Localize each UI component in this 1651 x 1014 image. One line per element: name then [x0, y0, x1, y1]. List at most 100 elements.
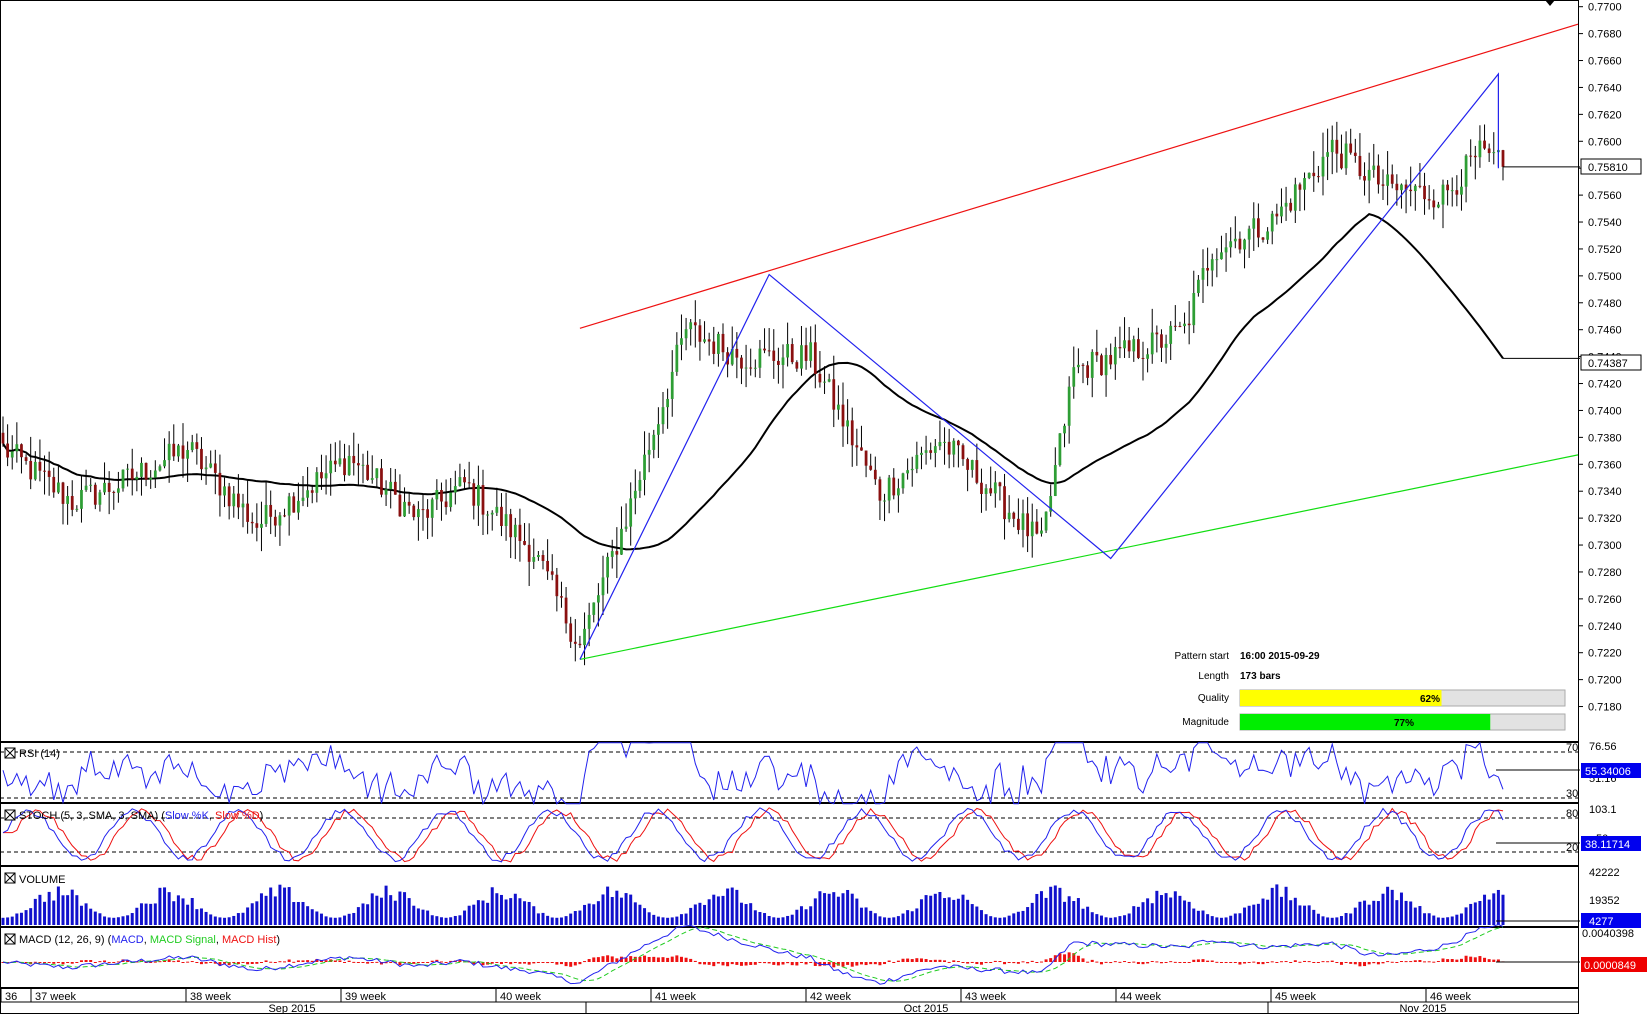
- candle: [804, 327, 808, 370]
- candle: [232, 485, 236, 518]
- rsi-tick-high: 76.56: [1589, 741, 1617, 753]
- volume-bar: [343, 915, 347, 925]
- volume-bar: [873, 913, 877, 925]
- candle: [1, 416, 5, 447]
- candle-body: [1483, 140, 1486, 149]
- candle-body: [223, 486, 226, 496]
- candle: [1413, 184, 1417, 211]
- volume-bar: [1183, 900, 1187, 925]
- macd-hist-bar: [670, 956, 674, 962]
- volume-bar: [739, 902, 743, 925]
- candle: [246, 480, 249, 534]
- volume-bar: [209, 914, 213, 925]
- candle: [1344, 131, 1348, 175]
- macd-line: [2, 923, 1504, 985]
- candle-body: [237, 493, 240, 508]
- macd-hist-bar: [195, 962, 199, 963]
- macd-hist-bar: [919, 958, 923, 962]
- candle-body: [1464, 155, 1468, 187]
- candle: [860, 425, 863, 451]
- candle-body: [1409, 189, 1413, 192]
- candle: [1317, 165, 1320, 183]
- magnitude-bar-fill: [1240, 714, 1491, 730]
- macd-hist-bar: [103, 960, 107, 962]
- volume-bar: [1058, 887, 1062, 925]
- candle: [158, 464, 162, 472]
- marker-icon: [1545, 0, 1555, 6]
- volume-bar: [1298, 905, 1302, 925]
- candle: [961, 443, 965, 466]
- candle-body: [749, 367, 753, 369]
- volume-bar: [1256, 903, 1260, 925]
- macd-hist-bar: [347, 960, 351, 962]
- candle: [993, 471, 997, 508]
- week-label: 40 week: [500, 991, 541, 1003]
- volume-bar: [398, 891, 402, 925]
- candle: [126, 463, 129, 487]
- candle-body: [1146, 354, 1149, 359]
- volume-bar: [1487, 899, 1491, 925]
- candle: [573, 619, 577, 662]
- candle-body: [1206, 268, 1209, 271]
- macd-hist-bar: [638, 956, 642, 962]
- macd-hist-bar: [1049, 958, 1053, 962]
- candle-body: [957, 440, 960, 446]
- candle-body: [717, 333, 720, 354]
- macd-hist-bar: [366, 962, 370, 964]
- candle-body: [878, 479, 882, 501]
- candle-body: [823, 381, 826, 383]
- candle-body: [1349, 143, 1353, 153]
- candle: [1058, 433, 1062, 467]
- candle: [204, 456, 208, 485]
- candle-body: [421, 509, 425, 511]
- candle: [1289, 198, 1293, 213]
- macd-hist-bar: [1312, 962, 1316, 963]
- macd-hist-bar: [375, 961, 379, 963]
- candle: [1238, 231, 1242, 254]
- volume-bar: [753, 910, 757, 925]
- candle-body: [144, 462, 148, 480]
- macd-hist-bar: [384, 962, 388, 964]
- volume-bar: [195, 909, 199, 925]
- volume-bar: [1229, 915, 1233, 925]
- volume-bar: [306, 906, 310, 925]
- candle-body: [495, 506, 499, 513]
- volume-bar: [310, 909, 314, 925]
- macd-hist-bar: [398, 962, 402, 966]
- candle-body: [915, 454, 919, 469]
- candle: [878, 476, 882, 520]
- volume-bar: [1104, 917, 1108, 925]
- macd-hist-bar: [961, 962, 965, 963]
- candle: [592, 602, 596, 623]
- pattern-start-value: 16:00 2015-09-29: [1240, 651, 1320, 662]
- macd-hist-bar: [1178, 962, 1182, 963]
- macd-hist-bar: [283, 961, 287, 963]
- macd-hist-bar: [601, 956, 605, 962]
- pane-frames: [0, 0, 1579, 1014]
- candle: [624, 503, 628, 532]
- stoch-pane: [0, 803, 1579, 866]
- macd-hist-bar: [1349, 962, 1353, 964]
- macd-hist-bar: [1201, 959, 1205, 962]
- candle-body: [112, 491, 116, 493]
- macd-hist-bar: [633, 956, 637, 962]
- candle: [970, 459, 974, 478]
- candle: [1104, 347, 1108, 397]
- volume-bar: [1469, 903, 1473, 925]
- macd-hist-bar: [587, 959, 591, 962]
- macd-hist-bar: [458, 960, 462, 962]
- volume-bar: [1247, 905, 1251, 925]
- volume-bar: [366, 904, 370, 925]
- macd-hist-bar: [947, 961, 951, 963]
- candle-body: [403, 501, 406, 517]
- volume-bar: [1335, 917, 1339, 925]
- macd-hist-bar: [758, 962, 762, 963]
- volume-bar: [546, 915, 550, 925]
- volume-bar: [749, 903, 753, 925]
- candle-body: [449, 492, 453, 508]
- candle: [329, 443, 333, 496]
- volume-bar: [135, 907, 139, 925]
- rsi-value: 55.34006: [1585, 766, 1631, 778]
- macd-hist-bar: [1293, 960, 1297, 962]
- volume-bar: [606, 886, 610, 925]
